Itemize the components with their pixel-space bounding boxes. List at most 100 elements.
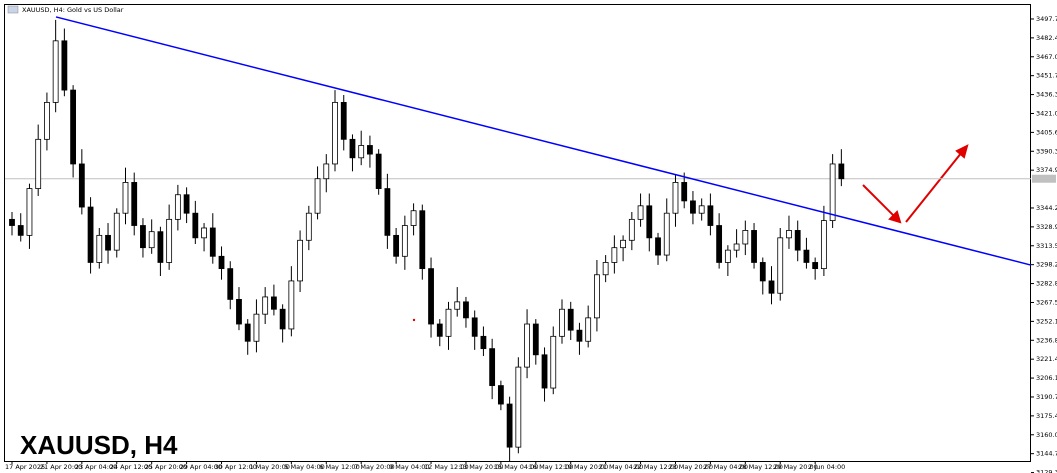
- candle-body: [375, 153, 382, 189]
- candle-body: [332, 101, 338, 165]
- candle-body: [672, 182, 679, 214]
- candle-body: [742, 230, 749, 245]
- candle-body: [620, 239, 626, 249]
- candle-body: [244, 323, 251, 342]
- candle-body: [524, 323, 530, 368]
- candle-body: [44, 101, 50, 140]
- candle-body: [288, 280, 295, 330]
- candle-body: [506, 403, 513, 448]
- candle-body: [515, 366, 522, 448]
- candle-body: [218, 255, 225, 270]
- candle-body: [698, 205, 705, 214]
- candle-body: [305, 212, 312, 241]
- x-tick-label: 6 May 12:00: [319, 463, 359, 471]
- watermark: XAUUSD, H4: [20, 430, 178, 460]
- candle-body: [183, 194, 190, 214]
- candle-body: [174, 194, 181, 220]
- arrow-head: [888, 210, 902, 224]
- candle-body: [480, 335, 487, 350]
- x-tick-label: 9 May 04:00: [389, 463, 429, 471]
- y-tick-label: 3206.10: [1036, 374, 1057, 382]
- candle-body: [148, 231, 155, 249]
- x-tick-label: 21 May 04:00: [599, 463, 644, 471]
- y-tick-label: 3497.75: [1036, 15, 1057, 23]
- candle-body: [358, 145, 365, 159]
- candle-body: [497, 385, 504, 405]
- candle-body: [78, 163, 85, 208]
- candle-body: [471, 317, 478, 337]
- candle-body: [602, 262, 609, 276]
- candle-body: [594, 274, 600, 319]
- candle-body: [838, 163, 845, 180]
- candle-body: [227, 268, 234, 300]
- candle-body: [419, 210, 426, 270]
- y-tick-label: 3390.30: [1036, 147, 1057, 155]
- candle-body: [297, 239, 303, 282]
- candle-body: [87, 206, 94, 263]
- candle-body: [803, 249, 810, 263]
- candle-body: [401, 225, 408, 257]
- candle-body: [122, 182, 129, 214]
- y-tick-label: 3236.80: [1036, 336, 1057, 344]
- candle-body: [707, 205, 714, 226]
- candle-body: [209, 227, 216, 257]
- candle-body: [759, 262, 766, 282]
- x-tick-label: 7 May 20:00: [354, 463, 394, 471]
- candle-body: [733, 243, 740, 251]
- candle-body: [26, 188, 33, 236]
- y-tick-label: 3421.00: [1036, 109, 1057, 117]
- candle-body: [192, 212, 199, 239]
- y-tick-label: 3374.95: [1036, 166, 1057, 174]
- x-tick-label: 21 Apr 20:00: [40, 463, 82, 471]
- y-tick-label: 3160.05: [1036, 431, 1057, 439]
- y-tick-label: 3175.40: [1036, 412, 1057, 420]
- x-tick-label: 12 May 12:00: [424, 463, 469, 471]
- y-tick-label: 3298.20: [1036, 261, 1057, 269]
- candle-body: [323, 163, 330, 180]
- y-tick-label: 3328.90: [1036, 223, 1057, 231]
- y-tick-label: 3451.70: [1036, 72, 1057, 80]
- candle-body: [585, 317, 592, 342]
- candle-body: [751, 230, 757, 263]
- candle-body: [253, 313, 260, 342]
- candle-body: [559, 308, 565, 337]
- candle-body: [550, 335, 557, 389]
- candle-body: [236, 298, 242, 325]
- candle-body: [820, 220, 827, 270]
- candle-body: [340, 101, 347, 140]
- candle-body: [663, 212, 670, 256]
- candle-body: [17, 225, 24, 236]
- candle-body: [70, 89, 77, 165]
- x-tick-label: 24 Apr 12:00: [110, 463, 152, 471]
- candle-body: [270, 296, 277, 310]
- candle-body: [489, 348, 496, 386]
- candle-body: [157, 231, 164, 263]
- arrows: [862, 144, 969, 224]
- candle-body: [690, 200, 696, 214]
- candle-body: [567, 308, 574, 331]
- x-tick-label: 1 May 20:00: [249, 463, 289, 471]
- candle-body: [646, 205, 653, 239]
- candle-body: [716, 225, 723, 263]
- arrow-up: [905, 151, 963, 223]
- x-tick-label: 29 Apr 04:00: [180, 463, 222, 471]
- y-tick-label: 3313.55: [1036, 242, 1057, 250]
- candle-body: [113, 212, 120, 251]
- candle-body: [768, 280, 775, 294]
- x-tick-label: 30 Apr 12:00: [215, 463, 257, 471]
- trendline: [55, 16, 1031, 266]
- x-tick-label: 16 May 12:00: [529, 463, 574, 471]
- y-tick-label: 3267.50: [1036, 298, 1057, 306]
- marker-dot: [412, 318, 416, 322]
- symbol-icon: [7, 5, 19, 14]
- y-tick-label: 3482.40: [1036, 34, 1057, 42]
- candle-body: [393, 234, 400, 257]
- y-tick-label: 3467.05: [1036, 53, 1057, 61]
- x-tick-label: 17 Apr 2025: [5, 463, 45, 471]
- candle-body: [61, 40, 68, 91]
- x-tick-label: 23 Apr 04:00: [75, 463, 117, 471]
- candle-body: [541, 354, 548, 389]
- price-box: [1032, 174, 1056, 183]
- x-tick-label: 29 May 20:00: [773, 463, 818, 471]
